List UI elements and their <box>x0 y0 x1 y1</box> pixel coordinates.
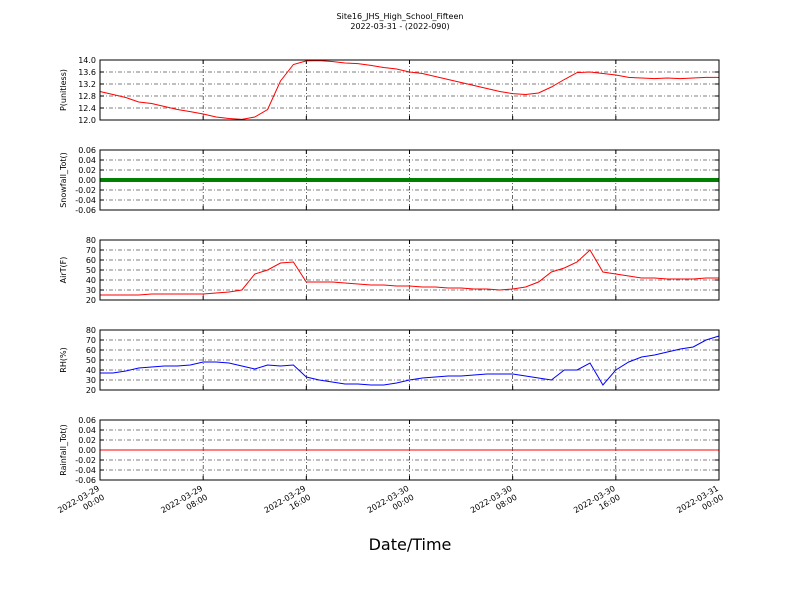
y-tick-label: 20 <box>86 296 96 305</box>
title: Site16_JHS_High_School_Fifteen <box>337 12 464 21</box>
y-tick-label: -0.02 <box>75 456 96 465</box>
y-tick-label: 60 <box>86 256 96 265</box>
y-tick-label: 0.06 <box>78 416 96 425</box>
y-axis-label: Snowfall_Tot() <box>59 152 68 208</box>
y-tick-label: 70 <box>86 246 96 255</box>
panel: 12.0 12.4 12.8 13.2 13.6 14.0 P(unitless) <box>59 56 720 125</box>
y-tick-label: 0.00 <box>78 176 96 185</box>
panel: -0.06-0.04-0.020.000.020.040.06 Snowfall_… <box>59 146 720 215</box>
y-tick-label: 40 <box>86 276 96 285</box>
y-tick-label: 60 <box>86 346 96 355</box>
y-tick-label: 0.04 <box>78 426 96 435</box>
y-tick-label: 40 <box>86 366 96 375</box>
y-tick-label: 0.02 <box>78 166 96 175</box>
y-axis-label: AirT(F) <box>59 257 68 284</box>
y-tick-label: 50 <box>86 266 96 275</box>
y-tick-label: 0.04 <box>78 156 96 165</box>
y-tick-label: 12.8 <box>78 92 96 101</box>
subtitle: 2022-03-31 - (2022-090) <box>350 22 449 31</box>
y-tick-label: 80 <box>86 326 96 335</box>
x-axis-label: Date/Time <box>369 535 452 554</box>
y-tick-label: 12.4 <box>78 104 96 113</box>
y-tick-label: 13.6 <box>78 68 96 77</box>
y-axis-label: RH(%) <box>59 347 68 372</box>
y-tick-label: 70 <box>86 336 96 345</box>
y-tick-label: 20 <box>86 386 96 395</box>
y-tick-label: -0.04 <box>75 466 96 475</box>
y-tick-label: 0.06 <box>78 146 96 155</box>
y-tick-label: 13.2 <box>78 80 96 89</box>
y-tick-label: 12.0 <box>78 116 96 125</box>
data-line <box>100 249 719 296</box>
y-tick-label: -0.06 <box>75 206 96 215</box>
y-axis-label: Rainfall_Tot() <box>59 424 68 476</box>
plot-frame <box>99 59 720 121</box>
y-axis-label: P(unitless) <box>59 69 68 111</box>
y-tick-label: 30 <box>86 286 96 295</box>
y-tick-label: 80 <box>86 236 96 245</box>
y-tick-label: -0.02 <box>75 186 96 195</box>
plot-frame <box>99 329 720 391</box>
y-tick-label: 50 <box>86 356 96 365</box>
y-tick-label: 30 <box>86 376 96 385</box>
data-line <box>99 60 719 120</box>
plot-frame <box>99 419 720 481</box>
y-tick-label: -0.04 <box>75 196 96 205</box>
plot-frame <box>99 239 720 301</box>
y-tick-label: -0.06 <box>75 476 96 485</box>
y-tick-label: 0.02 <box>78 436 96 445</box>
y-tick-label: 14.0 <box>78 56 96 65</box>
y-tick-label: 0.00 <box>78 446 96 455</box>
panel: -0.06-0.04-0.020.000.020.040.06 Rainfall_… <box>59 416 720 485</box>
data-line <box>100 335 720 386</box>
plot-frame <box>99 149 720 211</box>
